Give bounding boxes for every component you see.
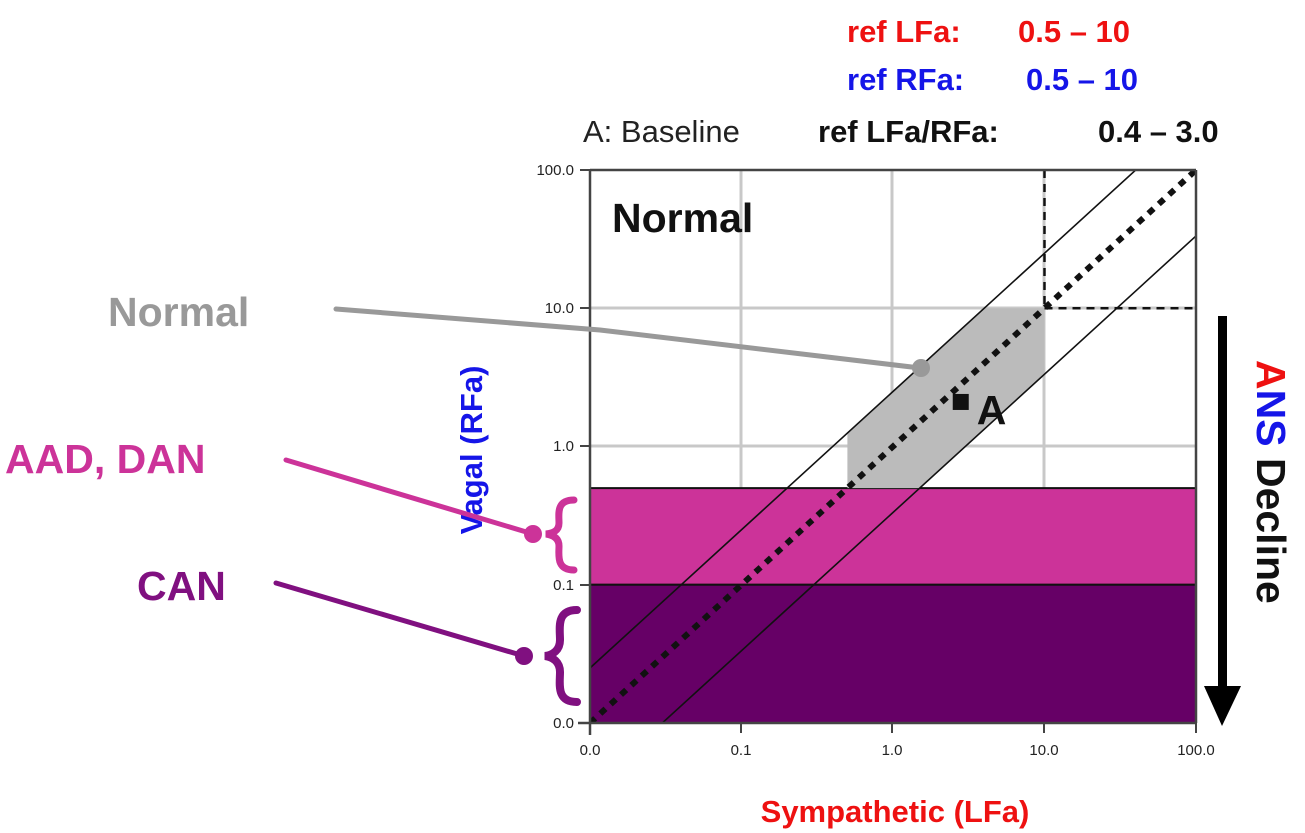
y-tick-label: 0.0 — [553, 715, 574, 732]
annotation-normal-label: Normal — [108, 289, 249, 335]
x-tick-label: 100.0 — [1177, 742, 1215, 759]
annotation-aad-dan-dot — [524, 525, 542, 543]
y-axis-label: Vagal (RFa) — [454, 366, 489, 535]
ref-lfa-range: 0.5 – 10 — [1018, 14, 1130, 49]
ref-ratio-label: ref LFa/RFa: — [818, 114, 999, 149]
aad-dan-brace — [546, 500, 574, 570]
annotation-can: CAN — [137, 563, 577, 702]
ans-decline-label: ANS Decline — [1248, 360, 1294, 604]
x-axis-label: Sympathetic (LFa) — [761, 794, 1030, 829]
y-tick-label: 1.0 — [553, 438, 574, 455]
x-tick-label: 0.0 — [580, 742, 601, 759]
ref-ratio-range: 0.4 – 3.0 — [1098, 114, 1219, 149]
ref-rfa-label: ref RFa: — [847, 62, 964, 97]
data-point-label: A — [977, 387, 1007, 433]
ref-lfa-label: ref LFa: — [847, 14, 961, 49]
band-can — [590, 585, 1196, 723]
chart-title: A: Baseline — [583, 114, 740, 149]
y-tick-label: 10.0 — [545, 300, 574, 317]
y-tick-label: 100.0 — [536, 162, 574, 179]
data-point-a — [953, 394, 969, 410]
decline-arrow-shaft — [1218, 316, 1227, 690]
y-tick-label: 0.1 — [553, 577, 574, 594]
decline-arrow-head — [1204, 686, 1241, 726]
x-tick-label: 1.0 — [882, 742, 903, 759]
annotation-aad-dan-label: AAD, DAN — [5, 436, 205, 482]
annotation-can-dot — [515, 647, 533, 665]
ans-decline-indicator: ANS Decline — [1204, 316, 1294, 726]
annotation-can-label: CAN — [137, 563, 226, 609]
annotation-aad-dan-pointer — [286, 460, 533, 534]
x-tick-label: 0.1 — [731, 742, 752, 759]
ref-rfa-range: 0.5 – 10 — [1026, 62, 1138, 97]
plot-area: Normal A — [590, 115, 1196, 789]
band-aad-dan — [590, 488, 1196, 585]
x-tick-label: 10.0 — [1029, 742, 1058, 759]
reference-header: ref LFa: 0.5 – 10 ref RFa: 0.5 – 10 A: B… — [583, 14, 1219, 149]
annotation-normal-dot — [912, 359, 930, 377]
region-label-normal: Normal — [612, 195, 753, 241]
can-brace — [545, 610, 577, 702]
annotation-can-pointer — [276, 583, 524, 656]
